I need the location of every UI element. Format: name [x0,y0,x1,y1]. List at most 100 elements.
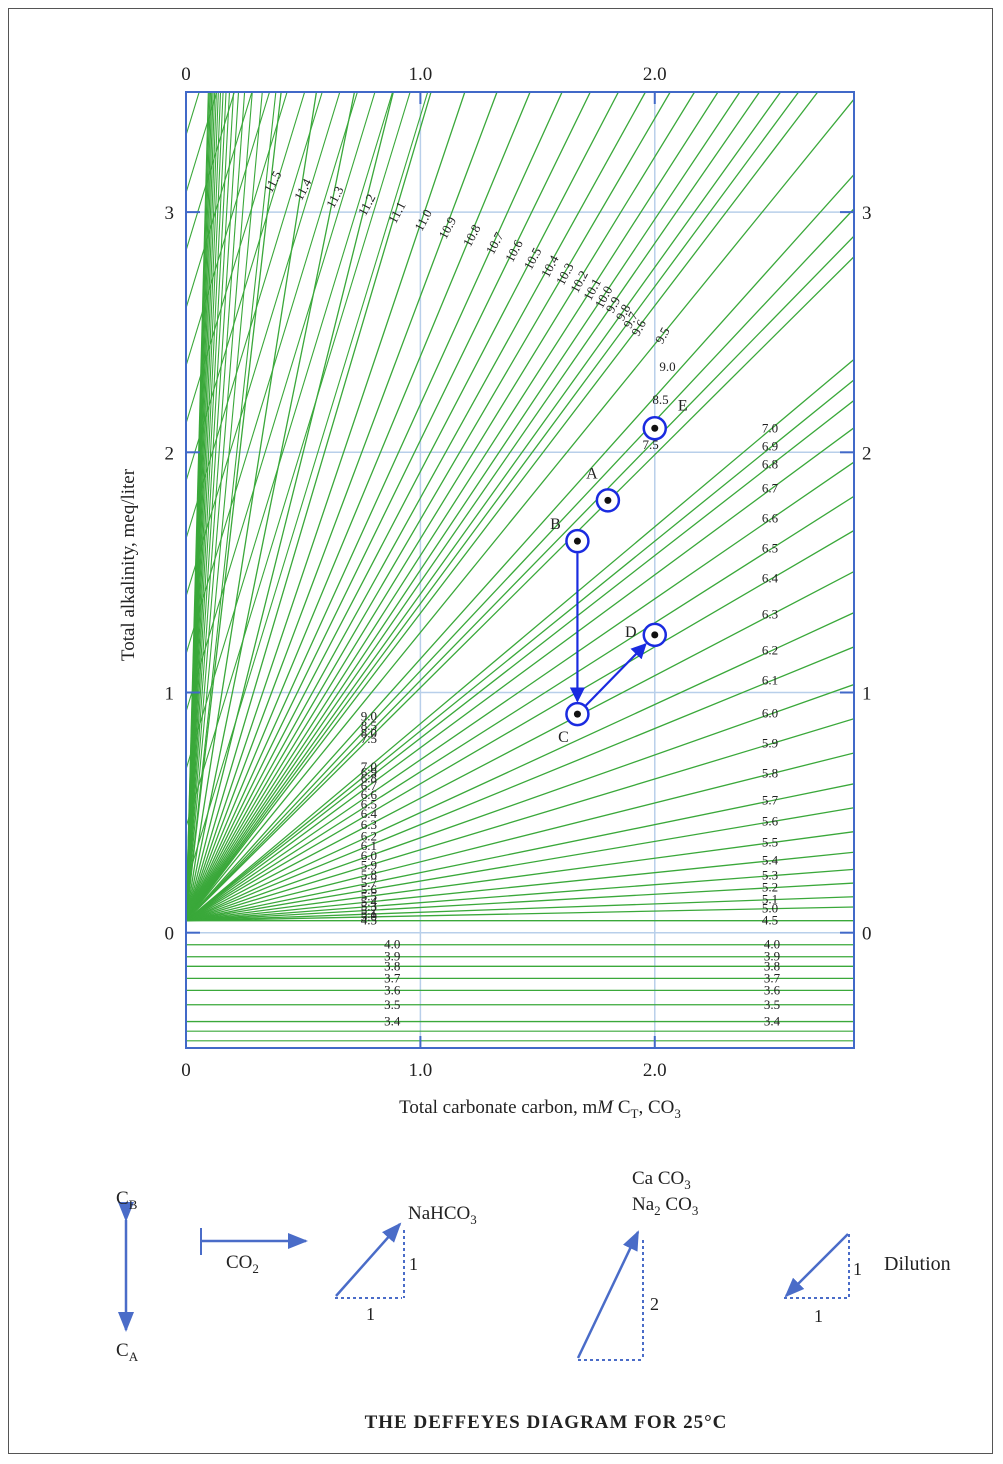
isoline-label-left: 5.5 [361,888,377,903]
ph-isoline [186,92,394,921]
point-a-label: A [586,465,598,482]
left-tick-label: 0 [165,924,175,945]
bottom-tick-label: 1.0 [409,1060,433,1081]
isoline-label-left: 6.4 [361,806,378,821]
isoline-label-left: 5.4 [361,894,378,909]
isoline-label: 6.6 [762,510,779,525]
tick-labels: 0 1.0 2.0 0 1.0 2.0 0 1 2 3 0 1 2 3 [165,64,872,1081]
isoline-label-left: 5.8 [361,867,377,882]
cb-label: CB [116,1188,138,1212]
ph-isoline [186,92,498,921]
isoline-label-left: 8.5 [361,718,377,733]
isoline-label: 9.7 [620,309,641,331]
low-ph-label: 3.4 [764,1014,781,1029]
ph-isoline-steep [186,92,253,921]
dilution-one-vertical: 1 [853,1259,862,1279]
ph-isoline [186,174,854,922]
plot-border [185,91,855,1049]
point-a-dot [604,496,612,504]
isoline-label: 6.9 [762,438,778,453]
isoline-label-left: 5.1 [361,906,377,921]
isoline-label-left: 7.0 [361,759,377,774]
ph-isoline [186,683,854,922]
caco3-two: 2 [650,1294,659,1314]
isoline-label: 11.5 [261,168,285,195]
ph-isoline-steep [186,92,240,921]
ph-isoline [186,92,318,921]
isoline-label-left: 5.7 [361,875,378,890]
ph-isoline-band [186,92,411,828]
isoline-label: 9.8 [613,302,634,323]
arrow-c-d [585,643,647,707]
co2-vector: CO2 [200,1228,308,1276]
isoline-label-left: 6.2 [361,828,377,843]
isoline-label: 7.5 [642,437,658,452]
isoline-label: 5.3 [762,868,778,883]
isoline-label: 6.2 [762,642,778,657]
isoline-label-left: 5.6 [361,882,378,897]
isoline-label: 6.1 [762,672,778,687]
ph-isoline [186,92,563,921]
isoline-label: 4.5 [762,913,778,928]
point-e-dot [651,424,659,432]
ph-isoline [186,235,854,922]
low-ph-label: 3.9 [384,949,400,964]
ph-isoline [186,92,356,921]
ph-isoline [186,461,854,922]
ph-isoline [186,427,854,922]
top-tick-label: 0 [181,64,191,85]
ph-isoline [186,208,854,922]
na2co3-label: Na2 CO3 [632,1194,698,1218]
isoline-label: 5.4 [762,853,779,868]
point-e-label: E [678,397,688,414]
isoline-label: 6.5 [762,540,778,555]
point-b-dot [573,537,581,545]
x-axis-label: Total carbonate carbon, mM CT, CO3 [399,1097,681,1121]
ph-isoline [186,92,761,922]
ph-isoline [186,882,854,922]
ph-isoline [186,906,854,922]
low-ph-label: 4.0 [384,937,400,952]
ph-isoline [186,92,741,922]
dilution-label: Dilution [884,1253,951,1275]
low-ph-label: 3.5 [384,997,400,1012]
ph-isoline-band [186,92,323,539]
ph-isoline [186,851,854,922]
ph-isoline-band [186,92,235,251]
ph-isoline [186,896,854,922]
ph-isoline [186,92,647,922]
isoline-label: 6.8 [762,456,778,471]
isoline-label-left: 5.0 [361,909,377,924]
isoline-label: 9.0 [659,359,675,374]
isoline-label-left: 7.5 [361,731,377,746]
isoline-label: 11.3 [323,184,347,211]
isoline-label-left: 6.9 [361,765,377,780]
ph-isoline-band [186,92,306,482]
low-ph-label: 4.0 [764,937,780,952]
ph-isoline-steep [186,92,235,921]
isoline-label-left: 5.2 [361,902,377,917]
nahco3-vector: NaHCO3 1 1 [335,1203,477,1324]
isoline-label-left: 8.0 [361,725,377,740]
ph-isoline [186,92,466,921]
isoline-label-left: 6.8 [361,770,377,785]
isoline-label-left: 5.9 [361,857,377,872]
ph-isoline [186,92,800,922]
isoline-label: 10.8 [460,222,484,249]
left-tick-label: 2 [165,443,175,464]
dilution-one-horizontal: 1 [814,1306,823,1326]
ph-isoline-labels: 11.5 11.4 11.3 11.2 11.1 11.0 10.9 10.810.710.6… [261,168,781,1028]
isoline-label: 5.9 [762,736,778,751]
bottom-tick-label: 0 [181,1060,191,1081]
y-axis-label: Total alkalinity, meq/liter [118,468,139,661]
ph-isoline-band [186,92,358,655]
point-b-label: B [550,516,561,533]
ph-isoline-steep [186,92,263,921]
nahco3-label: NaHCO3 [408,1203,477,1227]
low-ph-label: 3.6 [764,982,781,997]
bottom-tick-label: 2.0 [643,1060,667,1081]
isoline-label: 5.1 [762,892,778,907]
ph-isoline [186,379,854,922]
ph-isoline [186,98,854,922]
ph-isoline [186,92,719,922]
